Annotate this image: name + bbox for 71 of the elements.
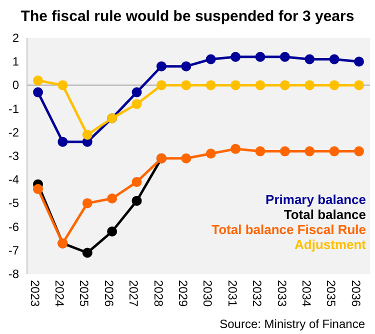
x-tick-label: 2026 — [102, 280, 116, 308]
y-tick-label: -3 — [8, 149, 20, 163]
y-tick-label: -5 — [8, 196, 20, 210]
x-tick-label: 2024 — [52, 280, 67, 308]
point — [107, 226, 118, 237]
x-tick-label: 2030 — [200, 280, 215, 308]
point — [304, 54, 315, 64]
point — [230, 144, 241, 154]
point — [33, 75, 43, 86]
point — [280, 80, 290, 90]
point — [33, 184, 43, 194]
x-tick-label: 2025 — [77, 280, 92, 308]
point — [354, 146, 364, 156]
x-tick-label: 2032 — [250, 280, 264, 308]
point — [107, 193, 118, 204]
point — [230, 80, 241, 90]
point — [181, 61, 192, 72]
source-note: Source: Ministry of Finance — [220, 317, 366, 331]
point — [255, 80, 266, 90]
x-tick-label: 2031 — [225, 280, 240, 308]
y-tick-label: -2 — [8, 125, 20, 140]
y-tick-label: -1 — [8, 102, 20, 116]
point — [82, 198, 92, 208]
y-tick-label: -8 — [8, 267, 20, 281]
point — [206, 148, 216, 159]
point — [156, 80, 166, 90]
point — [181, 153, 192, 164]
text: Adjustment — [294, 237, 367, 252]
text: Primary balance — [266, 192, 366, 207]
point — [230, 52, 241, 62]
point — [354, 80, 364, 90]
point — [255, 146, 266, 156]
x-tick-label: 2033 — [274, 280, 289, 308]
point — [354, 56, 364, 67]
x-tick-label: 2028 — [151, 280, 166, 308]
text: Total balance — [284, 207, 366, 222]
point — [82, 130, 92, 140]
point — [280, 52, 290, 62]
point — [181, 80, 192, 90]
point — [132, 99, 142, 110]
point — [132, 176, 142, 187]
point — [329, 146, 340, 156]
text: Total balance Fiscal Rule — [212, 222, 366, 237]
point — [304, 80, 315, 90]
x-tick-label: 2035 — [324, 280, 338, 308]
x-tick-label: 2023 — [28, 280, 42, 308]
point — [329, 80, 340, 90]
y-tick-label: -6 — [8, 220, 20, 234]
point — [156, 61, 166, 72]
y-tick-label: -4 — [8, 172, 20, 187]
point — [132, 196, 142, 206]
point — [280, 146, 290, 156]
y-tick-label: 2 — [12, 31, 20, 45]
point — [304, 146, 315, 156]
point — [82, 248, 92, 258]
point — [329, 54, 340, 64]
chart-title: The fiscal rule would be suspended for 3 years — [20, 8, 354, 25]
point — [206, 80, 216, 90]
point — [206, 54, 216, 64]
y-tick-label: -7 — [8, 243, 20, 258]
point — [132, 87, 142, 98]
point — [58, 136, 68, 147]
point — [58, 80, 68, 90]
x-tick-label: 2034 — [299, 280, 314, 308]
y-tick-label: 0 — [12, 78, 20, 92]
y-tick-label: 1 — [12, 54, 20, 69]
x-tick-label: 2036 — [348, 280, 363, 308]
point — [255, 52, 266, 62]
point — [33, 87, 43, 98]
x-tick-label: 2029 — [176, 280, 190, 308]
x-tick-label: 2027 — [126, 280, 141, 308]
